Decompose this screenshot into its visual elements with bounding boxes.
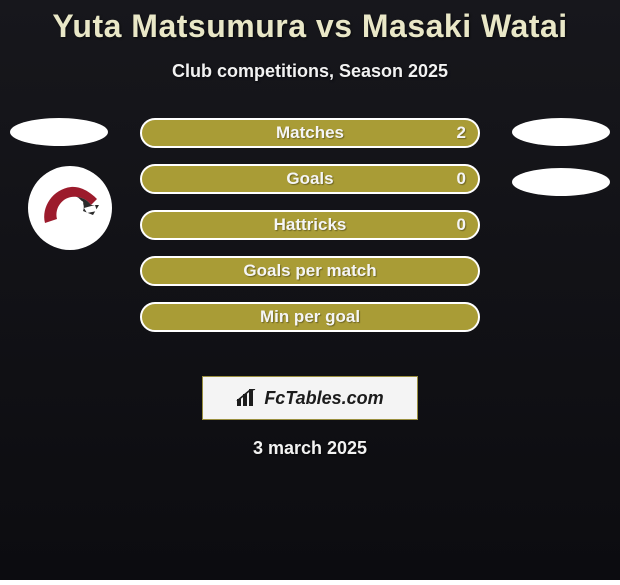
right-slot-ellipse-2 xyxy=(512,168,610,196)
stat-bar: Min per goal xyxy=(140,302,480,332)
stat-bar-label: Matches xyxy=(276,123,344,143)
stat-bar-value-right: 0 xyxy=(457,215,466,235)
stat-bar: Goals 0 xyxy=(140,164,480,194)
right-slot-ellipse-1 xyxy=(512,118,610,146)
content-root: Yuta Matsumura vs Masaki Watai Club comp… xyxy=(0,0,620,580)
watermark-content: FcTables.com xyxy=(236,388,383,409)
watermark-text: FcTables.com xyxy=(264,388,383,409)
coyote-logo-icon xyxy=(37,175,103,241)
stat-bar-label: Goals per match xyxy=(243,261,376,281)
left-slot-ellipse-1 xyxy=(10,118,108,146)
stat-bar-label: Hattricks xyxy=(274,215,347,235)
page-title: Yuta Matsumura vs Masaki Watai xyxy=(0,0,620,45)
date-text: 3 march 2025 xyxy=(0,438,620,459)
stat-bar-label: Min per goal xyxy=(260,307,360,327)
stat-bars: Matches 2 Goals 0 Hattricks 0 Goals per match M… xyxy=(140,118,480,348)
stat-bar: Goals per match xyxy=(140,256,480,286)
stat-bar: Matches 2 xyxy=(140,118,480,148)
stat-bar-value-right: 2 xyxy=(457,123,466,143)
stat-bar: Hattricks 0 xyxy=(140,210,480,240)
watermark-box: FcTables.com xyxy=(202,376,418,420)
comparison-area: Matches 2 Goals 0 Hattricks 0 Goals per match M… xyxy=(0,118,620,358)
left-team-logo-circle xyxy=(28,166,112,250)
stat-bar-value-right: 0 xyxy=(457,169,466,189)
bars-icon xyxy=(236,389,258,407)
stat-bar-label: Goals xyxy=(286,169,333,189)
subtitle: Club competitions, Season 2025 xyxy=(0,61,620,82)
